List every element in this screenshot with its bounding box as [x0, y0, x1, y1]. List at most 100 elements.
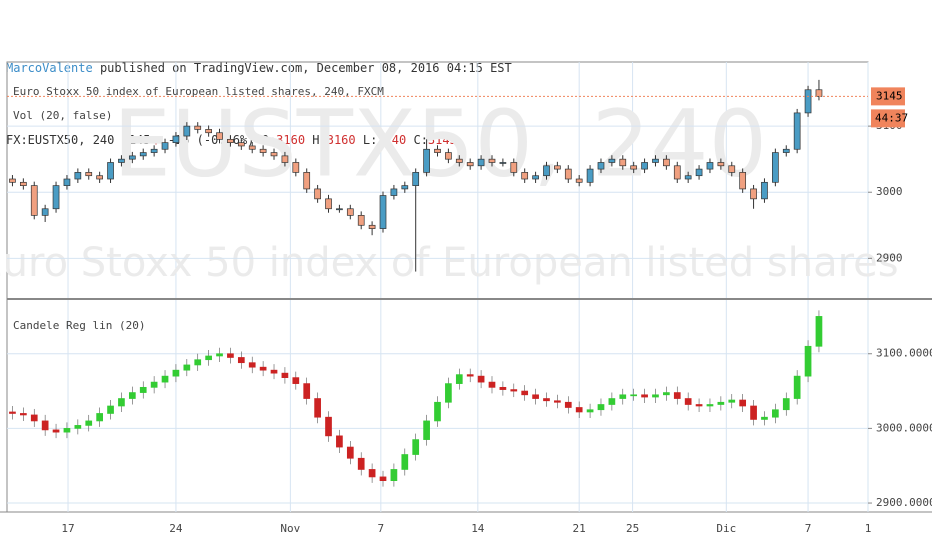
candle-body	[575, 407, 583, 413]
candle-body	[663, 392, 670, 396]
y-tick-label: 3000	[876, 185, 903, 198]
candle-body	[9, 178, 16, 183]
candle-body	[150, 148, 158, 153]
candle-body	[281, 155, 289, 163]
candle-body	[782, 398, 790, 411]
candle-body	[259, 366, 267, 371]
candle-body	[118, 158, 125, 163]
indicator-title: Candele Reg lin (20)	[13, 319, 145, 332]
candle-body	[303, 172, 311, 190]
candle-body	[314, 188, 321, 200]
candle-body	[139, 386, 147, 393]
candle-body	[445, 152, 452, 160]
candle-body	[706, 404, 714, 407]
candle-body	[248, 362, 256, 368]
candle-body	[30, 414, 38, 422]
candle-body	[41, 420, 49, 431]
candle-body	[608, 158, 616, 163]
candle-body	[216, 353, 223, 357]
candle-body	[510, 389, 518, 392]
candle-body	[750, 405, 757, 420]
ohlc-value: 3160	[326, 133, 356, 147]
candle-body	[477, 375, 485, 383]
y-tick-label: 2900.0000	[876, 496, 932, 509]
candle-body	[597, 162, 605, 170]
candle-body	[128, 392, 136, 399]
candle-body	[586, 409, 594, 413]
candle-body	[281, 372, 289, 378]
last-price-box	[871, 87, 905, 106]
candle-body	[52, 185, 60, 210]
candle-body	[172, 135, 180, 143]
candle-body	[205, 355, 212, 361]
candle-body	[804, 89, 812, 114]
candle-body	[543, 398, 550, 402]
candle-body	[357, 215, 365, 226]
candle-body	[216, 132, 223, 140]
candle-body	[554, 400, 561, 403]
down-arrow	[151, 136, 160, 145]
candle-body	[673, 392, 681, 399]
candle-body	[325, 416, 332, 437]
candle-body	[510, 162, 518, 173]
last-price-label: 3145	[876, 89, 903, 102]
candle-body	[183, 125, 191, 137]
x-tick-label: 24	[169, 522, 183, 535]
countdown-label: 44:37	[875, 111, 908, 124]
candle-body	[368, 224, 376, 229]
candle-body	[575, 178, 583, 183]
series-title: Euro Stoxx 50 index of European listed s…	[13, 85, 384, 98]
candle-body	[96, 175, 103, 180]
candle-body	[401, 185, 409, 190]
candle-body	[739, 172, 747, 190]
candle-body	[139, 152, 147, 157]
candle-body	[368, 469, 376, 478]
candle-body	[379, 195, 387, 229]
candle-body	[455, 374, 463, 384]
candle-body	[41, 208, 49, 216]
candle-body	[346, 208, 354, 216]
candle-body	[63, 428, 71, 433]
candle-body	[85, 420, 93, 426]
candle-body	[183, 364, 191, 371]
candle-body	[684, 398, 692, 405]
candle-body	[532, 394, 539, 399]
candle-body	[259, 148, 267, 153]
candle-body	[63, 178, 71, 186]
candle-body	[303, 383, 311, 399]
candle-body	[52, 429, 60, 433]
author[interactable]: MarcoValente	[6, 61, 93, 75]
candle-body	[74, 172, 82, 180]
candle-body	[390, 188, 398, 196]
candle-body	[248, 145, 256, 150]
candle-body	[804, 345, 812, 377]
candle-body	[325, 198, 332, 210]
candle-body	[695, 168, 703, 177]
x-tick-label: Dic	[716, 522, 736, 535]
candle-body	[772, 152, 779, 183]
candle-body	[586, 168, 594, 183]
candle-body	[597, 404, 605, 411]
candle-body	[30, 185, 38, 216]
x-tick-label: 14	[471, 522, 485, 535]
candle-body	[172, 369, 180, 377]
candle-body	[717, 162, 725, 167]
candle-body	[390, 469, 398, 481]
candle-body	[728, 399, 736, 403]
candle-body	[521, 172, 529, 180]
candle-body	[314, 398, 321, 418]
candle-body	[270, 152, 278, 157]
candle-body	[150, 381, 158, 388]
y-tick-label: 3100.0000	[876, 347, 932, 360]
candle-body	[673, 165, 681, 180]
candle-body	[663, 158, 670, 167]
candle-body	[237, 357, 245, 364]
candle-body	[793, 112, 801, 150]
candle-body	[499, 386, 507, 390]
candle-body	[684, 175, 692, 180]
candle-body	[161, 142, 169, 150]
header: MarcoValente published on TradingView.co…	[6, 8, 512, 176]
candle-body	[564, 168, 572, 180]
x-tick-label: 25	[626, 522, 639, 535]
